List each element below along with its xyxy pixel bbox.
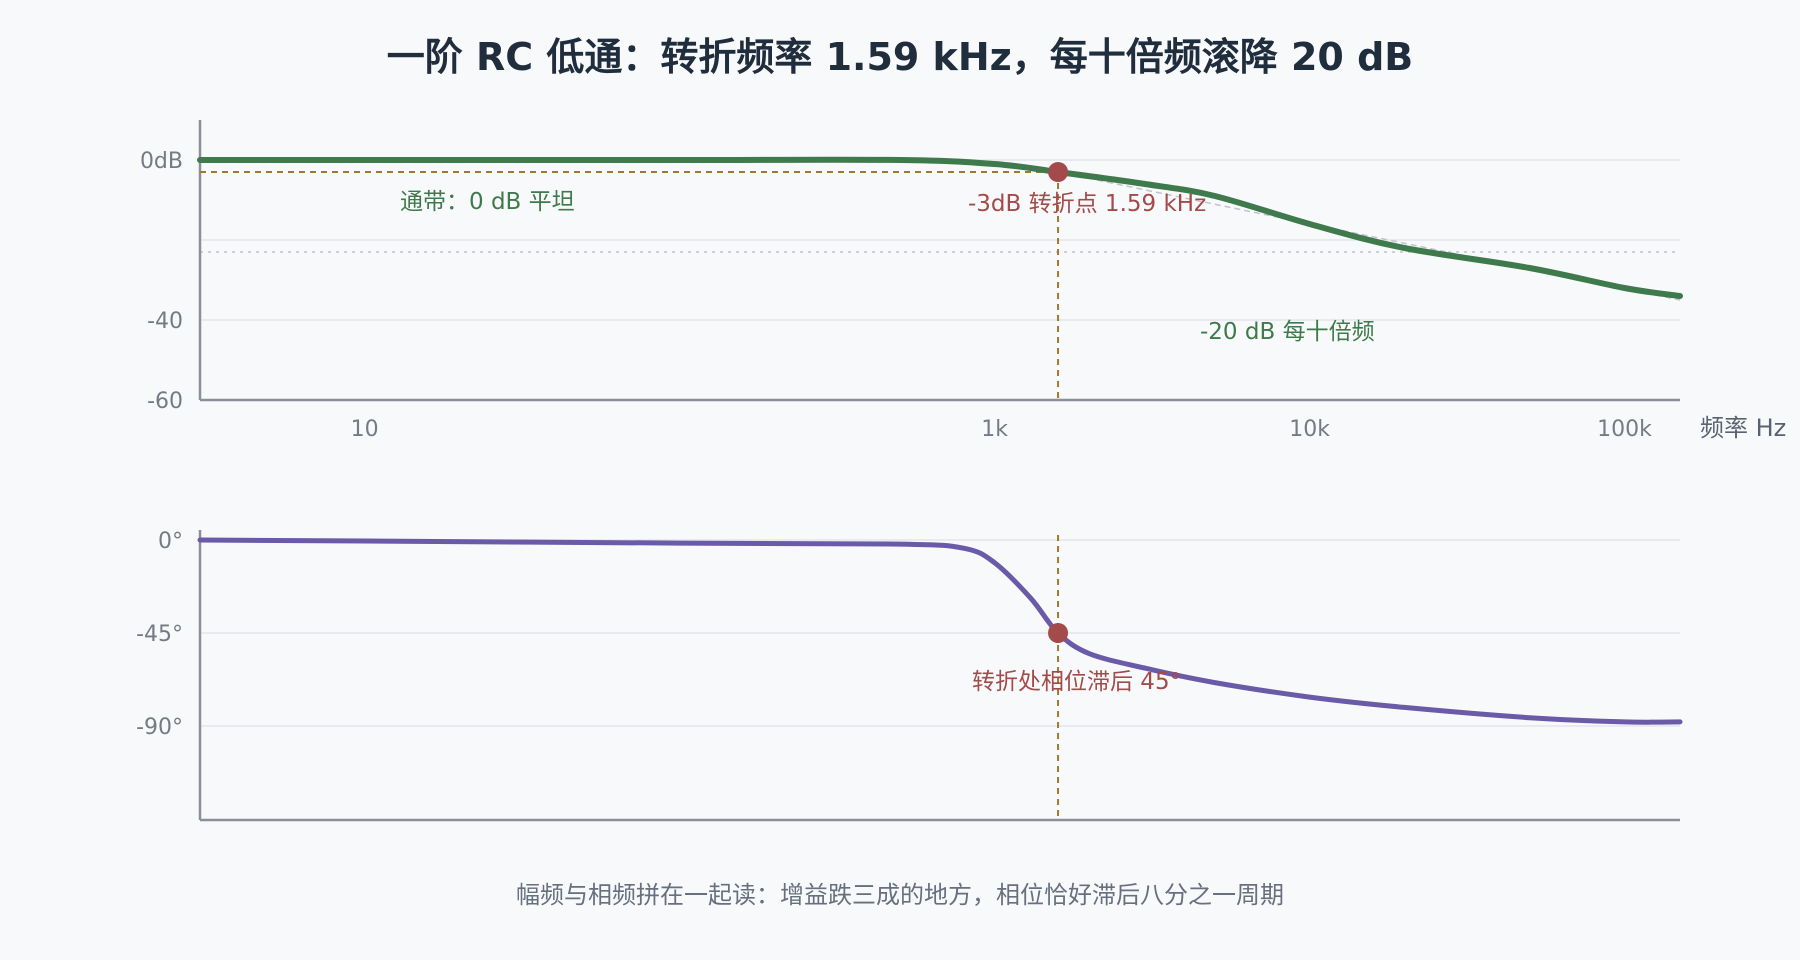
phase-y-ticks: 0° -45° -90° <box>136 529 183 740</box>
phase-corner-marker <box>1048 623 1069 643</box>
phase-y-tick-label: -90° <box>136 715 183 740</box>
phase-panel: 0° -45° -90° 转折处相位滞后 45° <box>136 529 1683 822</box>
x-tick-label: 1k <box>981 417 1008 442</box>
magnitude-y-tick-label: -40 <box>147 309 183 334</box>
magnitude-curve <box>197 156 1683 299</box>
passband-annotation: 通带：0 dB 平坦 <box>400 189 575 215</box>
corner-annotation: -3dB 转折点 1.59 kHz <box>968 191 1206 217</box>
magnitude-corner-marker <box>1048 162 1069 182</box>
phase-y-tick-label: 0° <box>158 529 183 554</box>
magnitude-asymptote <box>1057 171 1681 301</box>
chart-title: 一阶 RC 低通：转折频率 1.59 kHz，每十倍频滚降 20 dB <box>387 35 1414 79</box>
magnitude-y-tick-label: -60 <box>147 389 183 414</box>
x-tick-label: 10 <box>351 417 379 442</box>
magnitude-y-ticks: 0dB -40 -60 <box>140 149 183 414</box>
phase-corner-annotation: 转折处相位滞后 45° <box>972 669 1181 695</box>
magnitude-panel: 0dB -40 -60 通带：0 dB 平坦 -3dB 转折点 1.59 kHz -… <box>140 120 1786 442</box>
x-tick-label: 100k <box>1597 417 1652 442</box>
x-tick-label: 10k <box>1289 417 1330 442</box>
phase-curve <box>197 537 1683 725</box>
x-axis-label: 频率 Hz <box>1700 414 1786 442</box>
x-tick-labels: 10 1k 10k 100k <box>351 417 1652 442</box>
chart-caption: 幅频与相频拼在一起读：增益跌三成的地方，相位恰好滞后八分之一周期 <box>516 881 1284 909</box>
phase-gridlines <box>200 539 1680 727</box>
phase-y-tick-label: -45° <box>136 622 183 647</box>
rolloff-annotation: -20 dB 每十倍频 <box>1200 319 1375 345</box>
magnitude-y-tick-label: 0dB <box>140 149 183 174</box>
